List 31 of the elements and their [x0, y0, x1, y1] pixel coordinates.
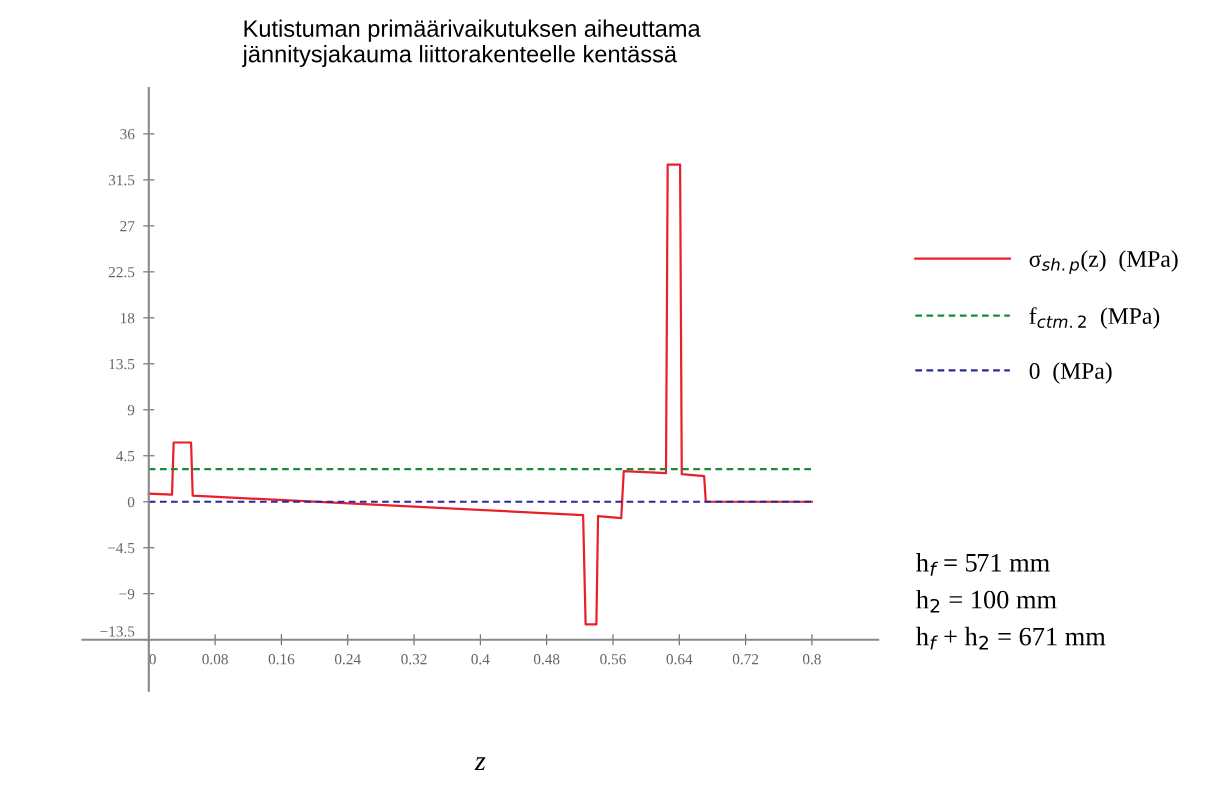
x-tick-label: 0.56: [600, 654, 626, 665]
y-tick-label: 18: [120, 312, 135, 324]
x-tick-label: 0.48: [533, 654, 560, 665]
y-tick-label: −13.5: [100, 626, 135, 637]
y-tick-label: 27: [120, 221, 135, 232]
y-tick-label: 13.5: [109, 359, 135, 370]
y-tick-label: 36: [120, 129, 135, 140]
y-tick-label: 4.5: [116, 451, 135, 462]
x-tick-label: 0.8: [802, 654, 821, 665]
text: h$_{f}$ = 571 mm: [916, 553, 1050, 576]
y-tick-label: −4.5: [107, 542, 135, 554]
x-tick-label: 0.08: [202, 654, 228, 665]
x-tick-label: 0.64: [666, 654, 693, 665]
x-tick-label: 0.4: [471, 654, 490, 665]
y-tick-label: 22.5: [108, 267, 135, 278]
y-tick-label: 9: [127, 404, 135, 416]
x-tick-label: 0.16: [268, 654, 295, 665]
chart-title: Kutistuman primäärivaikutuksen aiheuttama jännitysjakauma liittorakenteelle kentässä: [242, 19, 701, 68]
y-tick-label: −9: [119, 588, 135, 600]
y-tick-label: 31.5: [108, 175, 135, 186]
legend-label: f$_{ctm.2}$ (MPa): [1029, 307, 1160, 329]
x-tick-label: 0.32: [401, 654, 427, 665]
line-series: [147, 163, 814, 626]
legend-label: σ$_{sh.p}$(z) (MPa): [1029, 250, 1178, 274]
x-tick-label: 0.72: [732, 654, 759, 665]
text: h$_{f}$ + h$_{2}$ = 671 mm: [916, 626, 1106, 650]
text: h$_{2}$ = 100 mm: [916, 589, 1057, 613]
y-tick-label: 0: [127, 496, 135, 508]
x-tick-label: 0.24: [334, 654, 361, 665]
legend-label: 0 (MPa): [1029, 362, 1112, 384]
x-axis-title: z: [474, 757, 486, 771]
